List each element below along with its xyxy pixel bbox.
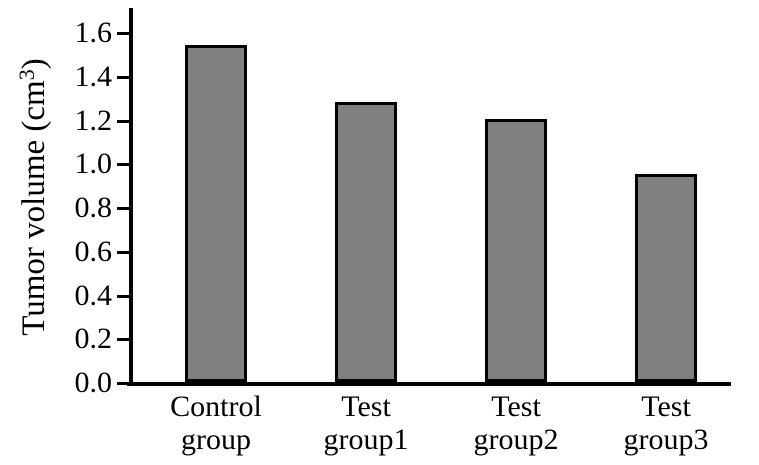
x-category-label-line: group3 [623,423,709,456]
y-axis-line [129,8,133,386]
x-axis-line [127,382,731,386]
y-tick-mark [117,76,129,79]
x-category-label-line: Test [491,390,541,423]
y-tick-mark [117,163,129,166]
x-category-label: Test group3 [591,390,741,456]
y-tick-mark [117,120,129,123]
y-tick-label: 1.0 [74,147,113,180]
x-category-label-line: group [181,423,251,456]
x-category-label-line: group2 [473,423,559,456]
bar-control-group [185,45,247,382]
y-tick-mark [117,251,129,254]
bar-test-group2 [485,119,547,382]
y-tick-label: 1.6 [74,16,113,49]
bar-test-group1 [335,102,397,382]
y-tick-label: 0.6 [74,235,113,268]
x-category-label: Control group [141,390,291,456]
x-category-label: Test group1 [291,390,441,456]
y-tick-mark [117,338,129,341]
x-category-label: Test group2 [441,390,591,456]
y-tick-label: 1.4 [74,60,113,93]
x-category-label-line: group1 [323,423,409,456]
x-category-label-line: Control [170,390,262,423]
y-tick-mark [117,295,129,298]
y-tick-mark [117,207,129,210]
y-tick-label: 1.2 [74,104,113,137]
y-tick-label: 0.8 [74,191,113,224]
y-tick-label: 0.0 [74,366,113,399]
y-tick-label: 0.4 [74,279,113,312]
x-category-label-line: Test [341,390,391,423]
y-tick-mark [117,32,129,35]
bar-test-group3 [635,174,697,382]
y-tick-mark [117,382,129,385]
y-axis-title-superscript: 3 [14,69,39,81]
x-category-label-line: Test [641,390,691,423]
y-tick-label: 0.2 [74,322,113,355]
